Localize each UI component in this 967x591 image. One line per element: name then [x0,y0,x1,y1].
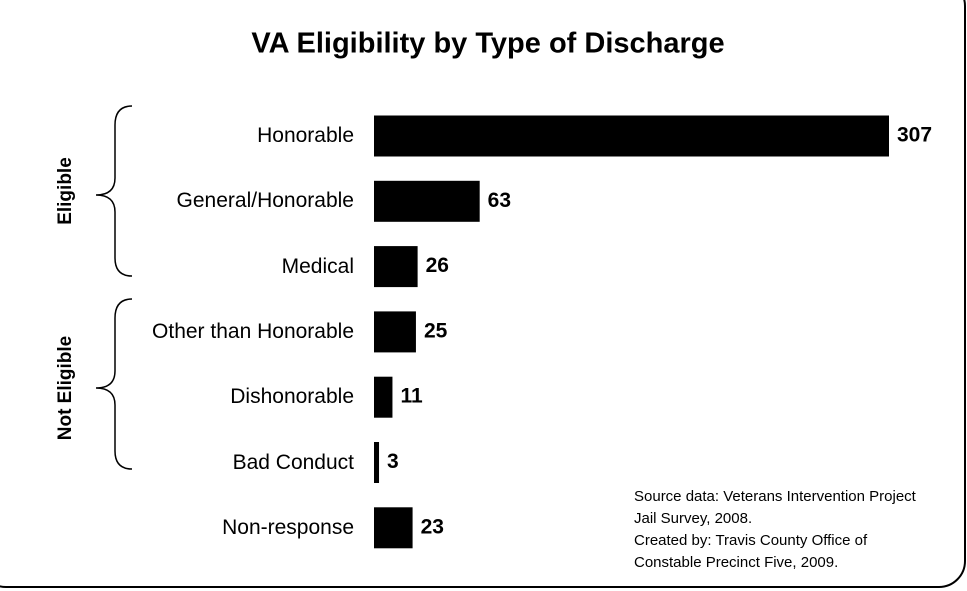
category-label: Medical [281,254,354,278]
category-label: Other than Honorable [152,319,354,343]
chart-title: VA Eligibility by Type of Discharge [251,28,724,60]
value-label: 25 [424,319,448,342]
source-note: Source data: Veterans Intervention Proje… [634,488,916,527]
bar [374,311,416,353]
bar [374,376,393,418]
brace [95,105,133,277]
bar [374,507,413,549]
category-label: Dishonorable [230,385,354,409]
bar [374,246,418,288]
category-label: Non-response [222,515,354,539]
bar [374,180,480,222]
bar [374,442,380,483]
category-label: General/Honorable [176,189,354,213]
source-note: Created by: Travis County Office of Cons… [634,532,868,571]
value-label: 3 [387,450,399,473]
value-label: 307 [897,124,932,147]
value-label: 26 [426,254,449,277]
category-label: Bad Conduct [232,450,354,474]
category-label: Honorable [257,124,354,147]
brace [95,298,133,470]
value-label: 11 [400,385,423,408]
group-label: Eligible [55,157,76,225]
group-label: Not Eligible [55,336,76,441]
value-label: 63 [488,189,511,212]
bar [374,115,889,157]
value-label: 23 [421,515,444,538]
